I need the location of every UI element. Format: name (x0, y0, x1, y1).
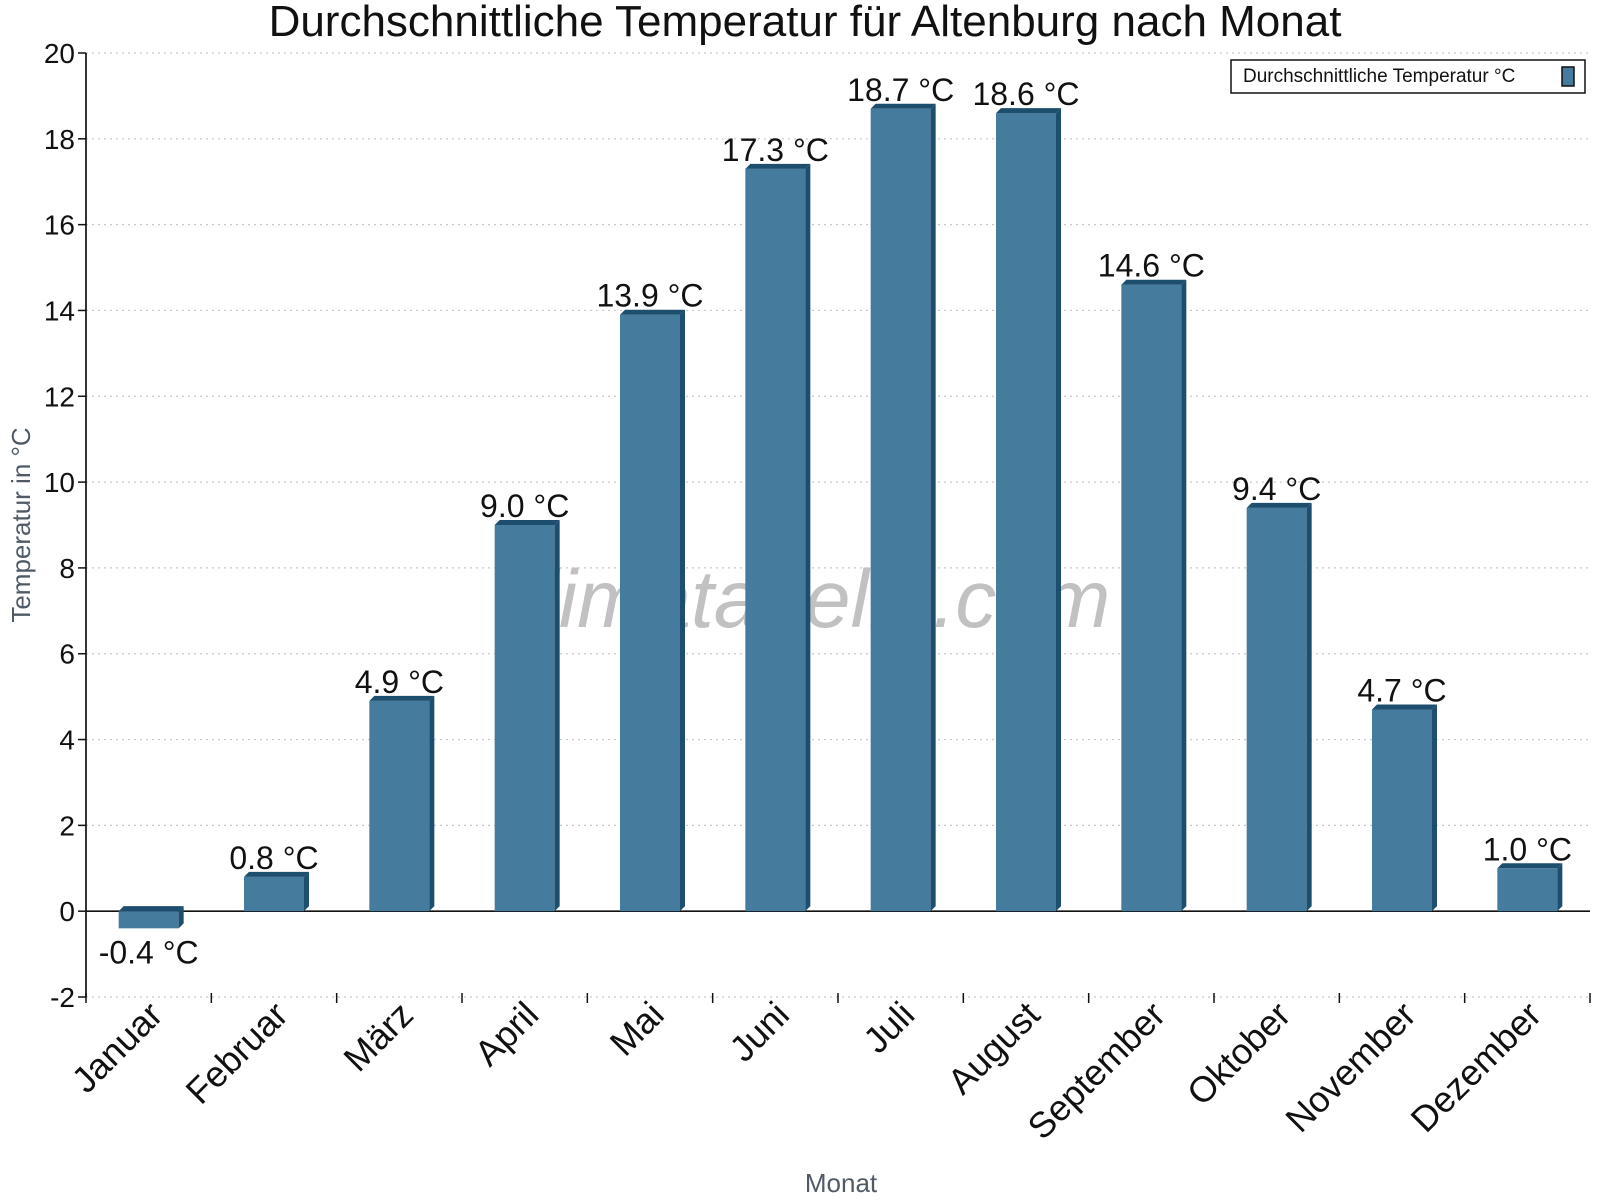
data-label-september: 14.6 °C (1098, 248, 1205, 284)
y-tick-label: 18 (44, 124, 75, 155)
bar-side-april (554, 520, 560, 912)
legend: Durchschnittliche Temperatur °C (1230, 59, 1586, 94)
bar-juni (745, 168, 806, 912)
bar-top-juli (870, 103, 936, 109)
bar-side-juli (930, 103, 936, 912)
y-tick-label: 4 (59, 725, 75, 756)
data-label-november: 4.7 °C (1357, 673, 1446, 709)
x-tick-label-august: August (939, 994, 1047, 1102)
bar-side-juni (805, 163, 811, 912)
bar-top-januar (118, 906, 184, 912)
data-label-märz: 4.9 °C (355, 664, 444, 700)
y-tick-label: 6 (59, 639, 75, 670)
bar-top-november (1372, 704, 1437, 710)
x-tick-label-mai: Mai (602, 994, 672, 1064)
x-axis-label: Monat (805, 1168, 878, 1198)
bar-top-märz (369, 695, 435, 701)
bar-februar (244, 876, 304, 912)
bar-märz (369, 700, 430, 912)
x-tick-layer: Januar Februar März April Mai Juni Juli AugustS… (63, 993, 1591, 1148)
legend-series-label: Durchschnittliche Temperatur °C (1243, 66, 1515, 87)
data-label-oktober: 9.4 °C (1232, 471, 1321, 507)
x-tick-label-januar: Januar (63, 994, 170, 1101)
bar-top-juni (745, 163, 811, 169)
data-label-januar: -0.4 °C (99, 934, 199, 970)
bar-side-november (1432, 704, 1437, 912)
x-tick-label-september: September (1019, 994, 1173, 1148)
y-tick-label: 0 (59, 896, 75, 927)
bar-top-dezember (1497, 863, 1563, 869)
chart-title: Durchschnittliche Temperatur für Altenbu… (269, 0, 1342, 46)
data-label-februar: 0.8 °C (229, 840, 318, 876)
x-tick-label-juni: Juni (721, 994, 797, 1070)
grid-layer (86, 52, 1590, 998)
x-tick-label-oktober: Oktober (1179, 994, 1299, 1114)
bar-top-april (494, 520, 560, 525)
bar-top-februar (244, 871, 309, 877)
bar-side-august (1056, 108, 1061, 912)
bar-top-oktober (1246, 502, 1312, 508)
bar-top-september (1121, 279, 1187, 285)
x-tick-label-februar: Februar (178, 994, 296, 1112)
x-tick-label-april: April (466, 994, 546, 1074)
bar-side-september (1181, 279, 1187, 912)
y-axis-label: Temperatur in °C (6, 427, 36, 622)
y-tick-label: 12 (44, 381, 75, 412)
y-tick-label: 8 (59, 553, 75, 584)
bar-april (494, 525, 555, 912)
bar-side-februar (304, 871, 309, 912)
bar-dezember (1497, 868, 1558, 912)
bars-layer (118, 103, 1563, 929)
bar-side-mai (680, 309, 685, 912)
x-tick-label-juli: Juli (855, 994, 922, 1061)
x-tick-label-dezember: Dezember (1403, 994, 1549, 1140)
bar-top-mai (620, 309, 685, 315)
data-label-juli: 18.7 °C (847, 72, 954, 108)
y-tick-layer: -2 0 2 4 6 8 10 12 14 16 18 20 (44, 38, 87, 1013)
y-tick-label: 20 (44, 38, 75, 69)
data-label-dezember: 1.0 °C (1483, 831, 1572, 867)
x-tick-label-november: November (1277, 994, 1423, 1140)
x-tick-label-märz: März (335, 994, 421, 1080)
bar-side-oktober (1306, 502, 1312, 912)
bar-oktober (1246, 507, 1307, 912)
bar-november (1372, 709, 1432, 912)
data-label-juni: 17.3 °C (722, 132, 829, 168)
data-label-august: 18.6 °C (972, 76, 1079, 112)
bar-side-märz (429, 695, 435, 912)
bar-juli (870, 108, 931, 912)
value-label-layer: -0.4 °C 0.8 °C 4.9 °C 9.0 °C 13.9 °C 17.3 °C 1… (99, 72, 1572, 971)
y-tick-label: 10 (44, 467, 75, 498)
y-tick-label: 14 (44, 295, 75, 326)
data-label-april: 9.0 °C (480, 488, 569, 524)
bar-side-dezember (1557, 863, 1563, 912)
legend-swatch (1561, 66, 1575, 87)
y-tick-label: -2 (50, 982, 75, 1013)
bar-januar (118, 911, 179, 929)
bar-august (996, 113, 1056, 912)
data-label-mai: 13.9 °C (596, 278, 703, 314)
bar-top-august (996, 108, 1061, 114)
bar-mai (620, 314, 680, 912)
bar-september (1121, 284, 1182, 912)
y-tick-label: 16 (44, 210, 75, 241)
legend-box (1230, 59, 1586, 94)
y-tick-label: 2 (59, 810, 75, 841)
bar-side-januar (178, 906, 184, 929)
